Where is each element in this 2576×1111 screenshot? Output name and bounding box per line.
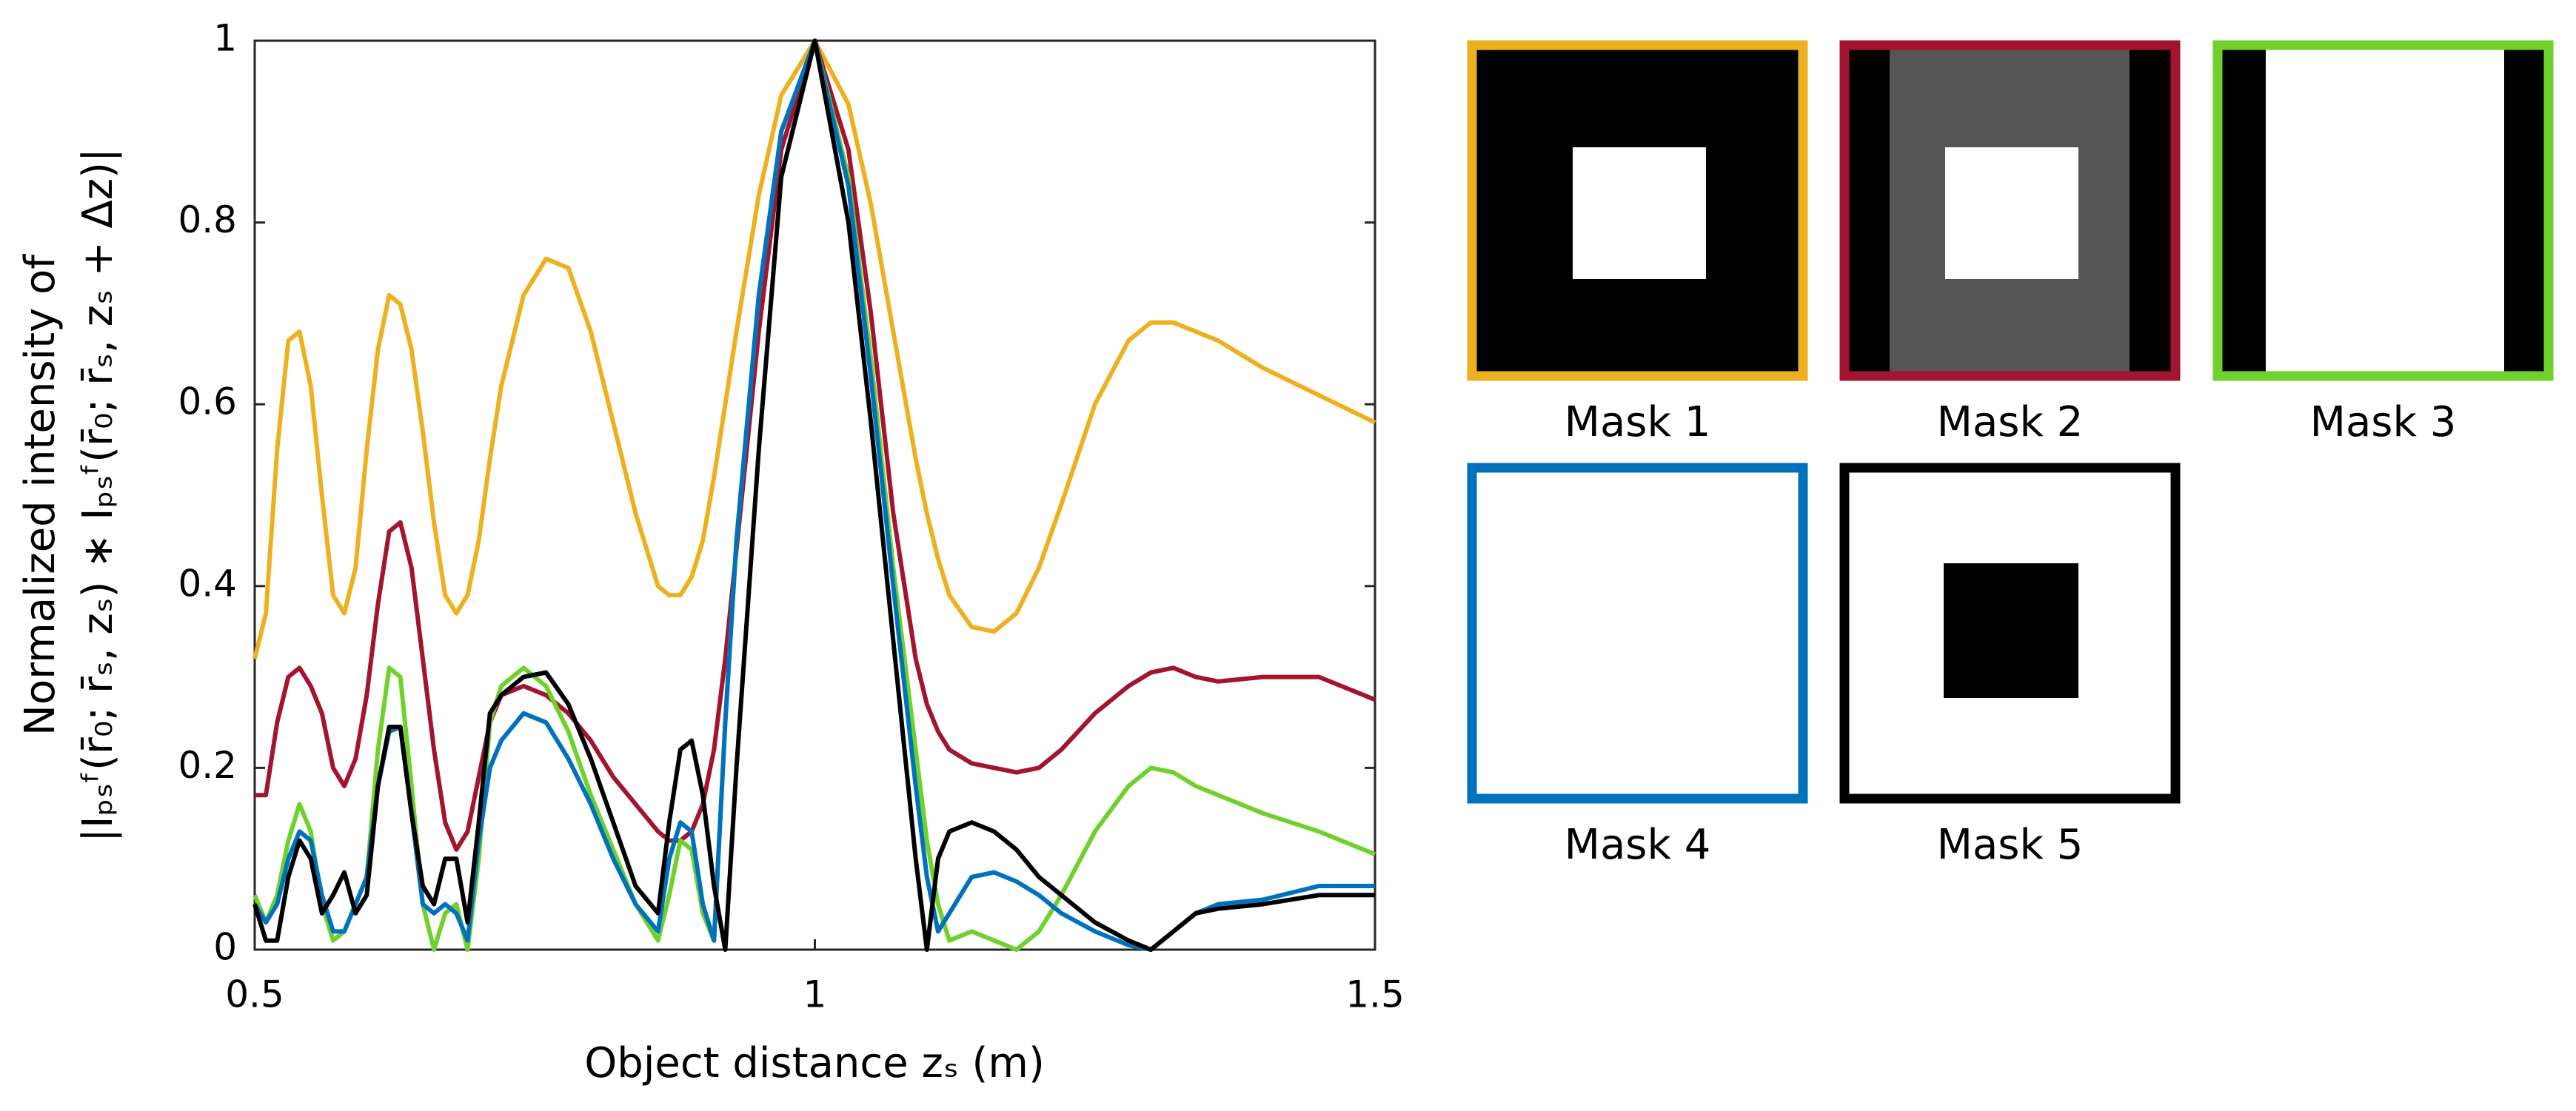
legend-label: Mask 2: [1937, 398, 2084, 446]
mask-frame: [1467, 40, 1808, 381]
x-tick-label: 0.5: [225, 973, 284, 1016]
mask-fill: [2213, 41, 2553, 380]
y-tick-label: 0.4: [178, 562, 237, 605]
y-tick-label: 1: [213, 17, 237, 60]
x-tick-label: 1: [803, 973, 827, 1016]
mask-block: [1944, 563, 2078, 698]
mask-panel: Mask 5: [1839, 463, 2181, 869]
mask-panel: Mask 2: [1839, 40, 2181, 446]
series-line: [252, 38, 1376, 659]
legend-label: Mask 3: [2310, 398, 2457, 446]
mask-frame: [1467, 463, 1808, 804]
y-tick-label: 0.2: [178, 744, 237, 787]
y-tick-label: 0.6: [178, 380, 237, 423]
mask-fill: [1468, 463, 1807, 803]
mask-aperture: [1945, 147, 2078, 279]
mask-panel: Mask 4: [1467, 463, 1808, 869]
x-tick-label: 1.5: [1345, 973, 1405, 1016]
legend-label: Mask 1: [1565, 398, 1711, 446]
plot-frame: [253, 39, 1376, 951]
series-line: [252, 38, 1375, 952]
y-axis-label: |Iₚₛᶠ(r̄₀; r̄ₛ, zₛ) ∗ Iₚₛᶠ(r̄₀; r̄ₛ, zₛ …: [74, 148, 122, 842]
y-axis-label: Normalized intensity of: [16, 254, 64, 736]
y-tick-label: 0.8: [178, 198, 237, 241]
mask-panel: Mask 3: [2212, 40, 2554, 446]
legend-label: Mask 5: [1937, 821, 2084, 869]
mask-panel: Mask 1: [1467, 40, 1808, 446]
legend-label: Mask 4: [1565, 821, 1711, 869]
mask-aperture: [1573, 147, 1706, 279]
x-axis-label: Object distance zₛ (m): [584, 1039, 1045, 1087]
mask-frame: [1839, 40, 2181, 381]
mask-frame: [2212, 40, 2554, 381]
mask-frame: [1839, 463, 2181, 804]
y-tick-label: 0: [213, 926, 237, 969]
